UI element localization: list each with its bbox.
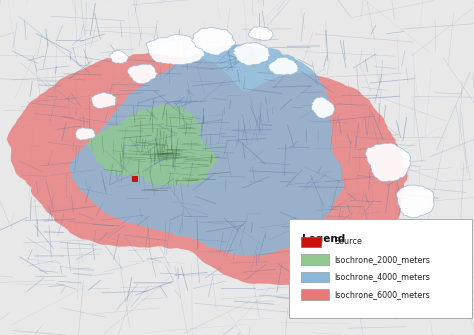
Polygon shape: [232, 42, 271, 66]
Bar: [301, 272, 329, 282]
Text: Isochrone_6000_meters: Isochrone_6000_meters: [334, 290, 430, 299]
Text: Source: Source: [334, 238, 362, 246]
Polygon shape: [70, 45, 344, 256]
Point: [131, 177, 139, 182]
Bar: [301, 289, 329, 300]
Bar: [301, 254, 329, 265]
Polygon shape: [248, 27, 273, 41]
Polygon shape: [396, 185, 434, 218]
Polygon shape: [127, 64, 158, 84]
Polygon shape: [88, 104, 219, 186]
Text: Legend: Legend: [302, 234, 345, 244]
Polygon shape: [146, 34, 205, 65]
Polygon shape: [109, 50, 128, 63]
Bar: [301, 237, 321, 247]
Text: Isochrone_4000_meters: Isochrone_4000_meters: [334, 273, 430, 281]
Polygon shape: [268, 57, 299, 75]
Polygon shape: [311, 97, 335, 119]
FancyBboxPatch shape: [289, 219, 472, 318]
Text: Isochrone_2000_meters: Isochrone_2000_meters: [334, 255, 430, 264]
Polygon shape: [75, 128, 96, 140]
Polygon shape: [365, 143, 410, 182]
Polygon shape: [91, 92, 117, 109]
Polygon shape: [7, 53, 408, 285]
Polygon shape: [191, 27, 236, 55]
